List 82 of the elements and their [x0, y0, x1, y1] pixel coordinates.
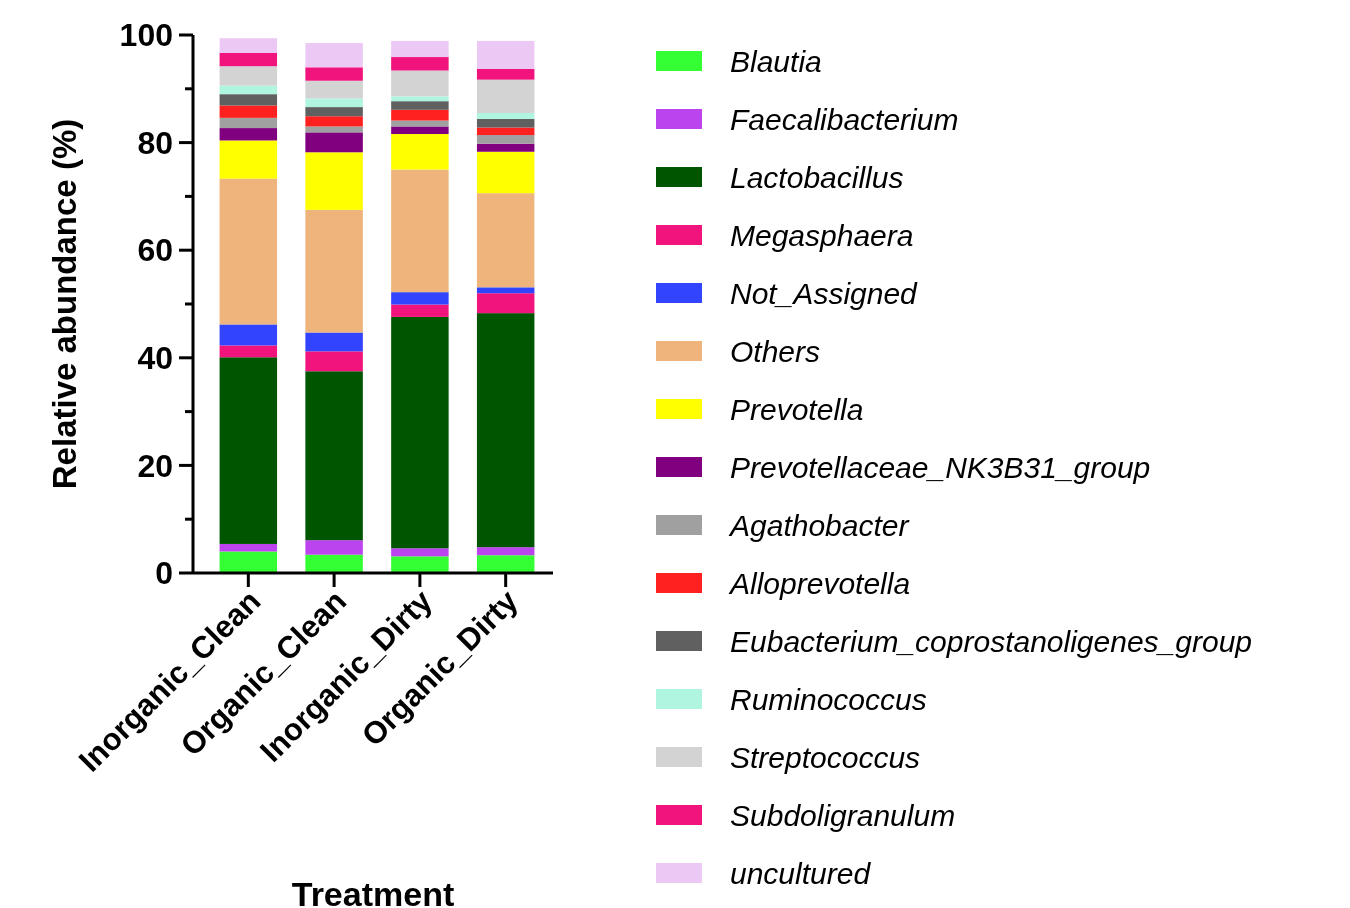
bar: [391, 57, 449, 71]
bar: [391, 133, 449, 170]
bar: [476, 293, 535, 314]
legend-label: Not_Assigned: [730, 276, 919, 310]
bar: [219, 178, 278, 325]
legend-label: Megasphaera: [730, 218, 914, 252]
y-tick-label: 0: [155, 555, 173, 592]
legend-label: Blautia: [730, 44, 822, 78]
bar: [219, 85, 278, 95]
bar: [476, 555, 535, 573]
x-axis-title: Treatment: [291, 875, 455, 908]
bar: [305, 554, 363, 573]
legend-label: Streptococcus: [730, 740, 921, 774]
y-tick-label: 20: [137, 447, 173, 484]
legend-label: Subdoligranulum: [730, 798, 956, 832]
bar: [219, 38, 278, 53]
legend-label: Eubacterium_coprostanoligenes_group: [730, 624, 1253, 658]
bar: [391, 96, 449, 102]
legend-label: Alloprevotella: [728, 566, 911, 600]
bar: [219, 128, 278, 141]
bar: [305, 351, 363, 372]
bar: [391, 101, 449, 110]
legend-label: Lactobacillus: [730, 160, 904, 194]
bar: [219, 551, 278, 573]
bar: [219, 66, 278, 86]
legend-label: Prevotella: [730, 392, 864, 426]
bar: [219, 94, 278, 106]
legend-label: Others: [730, 334, 821, 368]
bar: [476, 79, 535, 114]
bar: [476, 40, 535, 69]
legend-label: Ruminococcus: [730, 682, 927, 716]
bar: [476, 127, 535, 136]
bar: [476, 547, 535, 556]
bar: [305, 152, 363, 210]
bar: [391, 316, 449, 549]
bar: [476, 313, 535, 548]
bar: [305, 371, 363, 541]
bar: [476, 113, 535, 119]
legend-label: Agathobacter: [728, 508, 910, 542]
bar: [476, 193, 535, 288]
bar: [391, 304, 449, 317]
bar: [305, 43, 363, 68]
bar: [219, 324, 278, 346]
bar: [305, 332, 363, 352]
y-axis-title: Relative abundance (%): [46, 118, 83, 490]
legend-label: Prevotellaceae_NK3B31_group: [730, 450, 1151, 484]
y-tick-label: 80: [137, 124, 173, 161]
bar: [219, 345, 278, 358]
bar: [391, 556, 449, 573]
bar: [476, 287, 535, 294]
bar: [219, 117, 278, 129]
bar: [476, 143, 535, 152]
bar: [476, 135, 535, 144]
bar: [219, 543, 278, 552]
bar: [305, 540, 363, 555]
bar: [305, 67, 363, 81]
bar: [305, 209, 363, 333]
bar: [391, 70, 449, 97]
bar: [391, 169, 449, 293]
bar: [219, 105, 278, 118]
bar: [391, 40, 449, 58]
bar: [305, 107, 363, 117]
bar: [476, 118, 535, 128]
y-tick-label: 40: [137, 340, 173, 376]
bar: [476, 68, 535, 80]
y-tick-label: 60: [137, 232, 173, 269]
bar: [219, 357, 278, 544]
bar: [305, 98, 363, 108]
bar: [391, 548, 449, 557]
legend-label: Faecalibacterium: [730, 102, 959, 136]
bar: [305, 126, 363, 133]
bar: [305, 116, 363, 127]
y-tick-label: 100: [119, 17, 173, 54]
bar: [391, 292, 449, 305]
bar: [219, 140, 278, 179]
bar: [219, 52, 278, 67]
bar: [305, 132, 363, 153]
bar: [476, 151, 535, 194]
legend-label: uncultured: [730, 856, 872, 890]
bar: [391, 126, 449, 134]
bar: [305, 80, 363, 99]
bar: [391, 109, 449, 121]
